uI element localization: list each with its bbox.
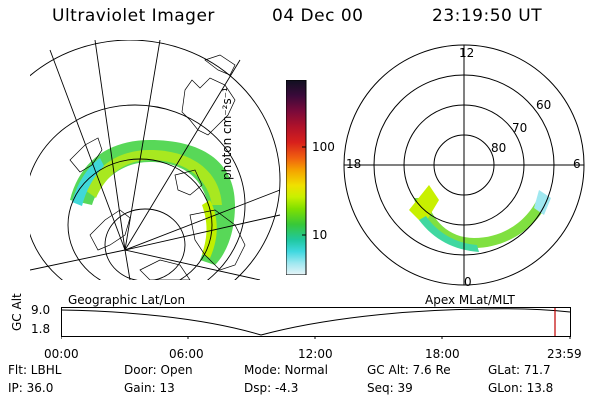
status-glat: GLat: 71.7: [488, 363, 551, 377]
mlt-18-label: 18: [346, 157, 362, 171]
colorbar-tick-100: 100: [312, 140, 335, 154]
app-title: Ultraviolet Imager: [52, 6, 215, 26]
mlt-0-label: 0: [464, 275, 472, 289]
polar-plot: [343, 44, 585, 286]
mlat-80-label: 80: [491, 141, 507, 155]
mlat-70-label: 70: [512, 121, 528, 135]
altitude-tick-9: 9.0: [31, 303, 51, 317]
status-seq: Seq: 39: [367, 381, 413, 395]
auroral-oval-geo: [70, 140, 235, 265]
time-tick-1200: 12:00: [298, 347, 333, 361]
time-label: 23:19:50 UT: [432, 6, 543, 26]
altitude-plot: [61, 307, 571, 339]
altitude-axis-title: GC Alt: [10, 293, 24, 331]
time-tick-0600: 06:00: [169, 347, 204, 361]
mlt-6-label: 6: [573, 157, 581, 171]
status-glon: GLon: 13.8: [488, 381, 554, 395]
status-mode: Mode: Normal: [244, 363, 328, 377]
colorbar-unit-label: photon cm⁻²s⁻¹: [220, 87, 234, 180]
colorbar: [286, 80, 307, 275]
date-label: 04 Dec 00: [272, 6, 364, 26]
colorbar-tick-10: 10: [312, 228, 328, 242]
status-door: Door: Open: [124, 363, 193, 377]
auroral-oval-mlt: [409, 185, 551, 252]
altitude-tick-1-8: 1.8: [31, 322, 51, 336]
status-ip: IP: 36.0: [8, 381, 54, 395]
geographic-panel-label: Geographic Lat/Lon: [68, 293, 186, 307]
mlat-60-label: 60: [536, 98, 552, 112]
apex-panel-label: Apex MLat/MLT: [425, 293, 515, 307]
status-gain: Gain: 13: [124, 381, 175, 395]
mlt-12-label: 12: [459, 46, 475, 60]
time-tick-2359: 23:59: [547, 347, 582, 361]
status-gcalt: GC Alt: 7.6 Re: [367, 363, 451, 377]
geographic-map: [30, 40, 281, 280]
time-tick-1800: 18:00: [425, 347, 460, 361]
status-flt: Flt: LBHL: [8, 363, 62, 377]
status-dsp: Dsp: -4.3: [244, 381, 299, 395]
time-tick-0000: 00:00: [44, 347, 79, 361]
